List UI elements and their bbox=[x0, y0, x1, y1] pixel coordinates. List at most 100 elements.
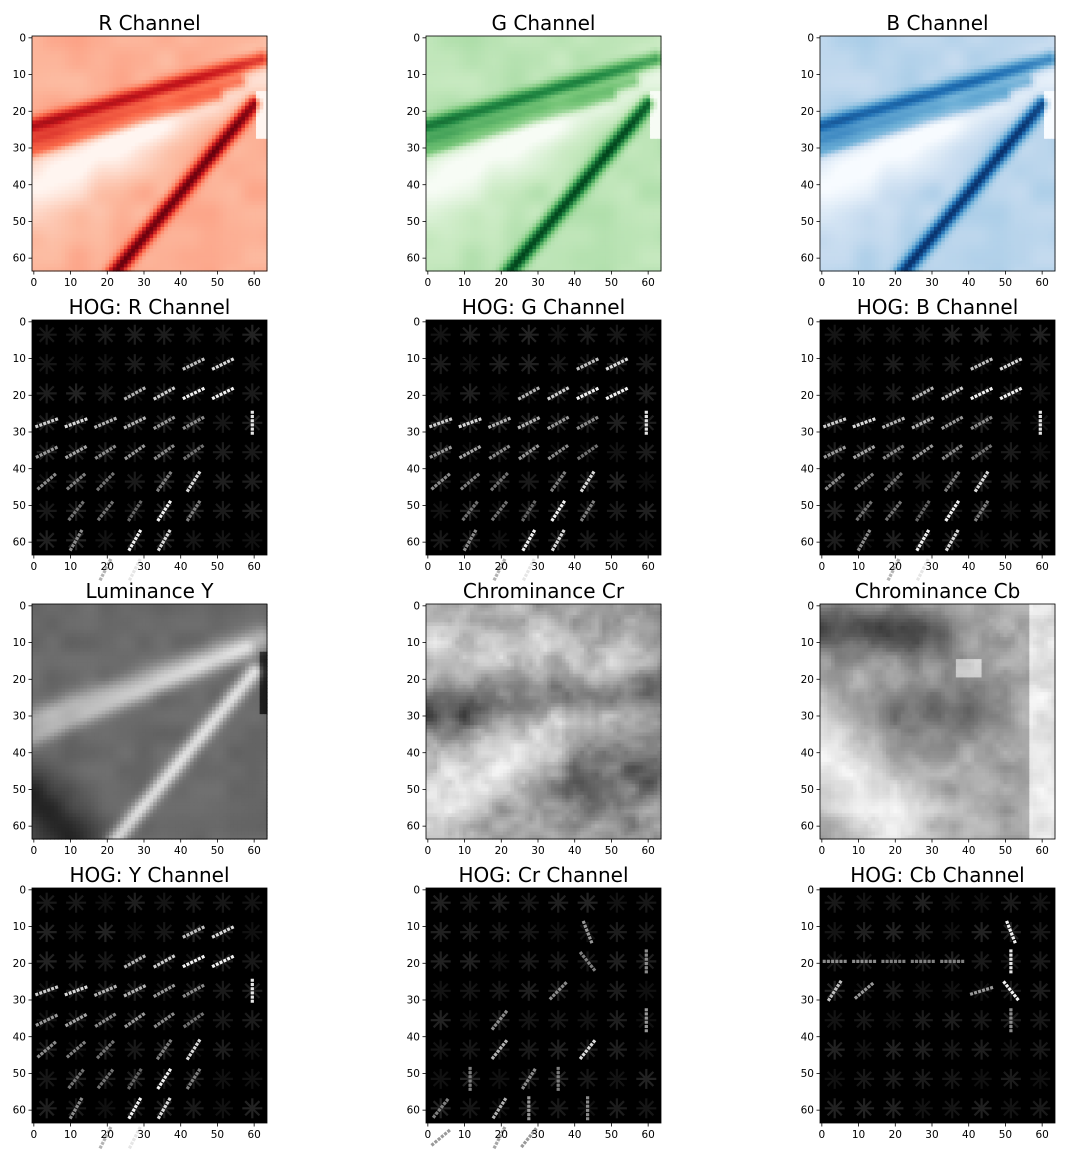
pixel bbox=[87, 245, 92, 250]
pixel bbox=[580, 54, 585, 59]
pixel bbox=[138, 186, 143, 191]
pixel bbox=[631, 50, 636, 55]
pixel bbox=[167, 267, 173, 272]
pixel bbox=[61, 204, 66, 210]
pixel bbox=[248, 98, 253, 103]
pixel bbox=[233, 50, 239, 55]
pixel bbox=[79, 208, 84, 213]
pixel bbox=[248, 215, 253, 221]
pixel bbox=[226, 256, 231, 261]
pixel bbox=[65, 105, 70, 111]
pixel bbox=[470, 47, 475, 52]
pixel bbox=[200, 164, 206, 169]
pixel bbox=[175, 234, 180, 239]
pixel bbox=[252, 146, 257, 151]
pixel bbox=[241, 171, 246, 177]
pixel bbox=[572, 58, 578, 63]
pixel bbox=[175, 204, 180, 210]
pixel bbox=[39, 226, 44, 232]
pixel bbox=[510, 43, 515, 48]
pixel bbox=[65, 259, 70, 265]
pixel bbox=[120, 171, 125, 177]
pixel bbox=[233, 197, 239, 202]
pixel bbox=[197, 65, 202, 70]
pixel bbox=[219, 124, 224, 129]
pixel bbox=[609, 54, 614, 59]
pixel bbox=[101, 43, 107, 48]
pixel bbox=[189, 256, 195, 261]
pixel bbox=[204, 160, 209, 166]
pixel bbox=[230, 175, 235, 180]
pixel bbox=[230, 259, 235, 265]
pixel bbox=[127, 80, 132, 85]
pixel bbox=[642, 72, 647, 77]
pixel bbox=[481, 83, 486, 88]
pixel bbox=[215, 47, 220, 52]
pixel bbox=[248, 256, 253, 261]
pixel bbox=[142, 131, 147, 136]
pixel bbox=[149, 201, 154, 206]
pixel bbox=[459, 61, 464, 66]
pixel bbox=[576, 36, 581, 41]
pixel bbox=[248, 47, 253, 52]
pixel bbox=[510, 76, 515, 81]
pixel bbox=[175, 208, 180, 213]
pixel bbox=[116, 76, 121, 81]
x-tick-label: 0 bbox=[30, 277, 37, 289]
pixel bbox=[197, 208, 202, 213]
pixel bbox=[83, 61, 88, 66]
pixel bbox=[112, 138, 118, 144]
pixel bbox=[197, 157, 202, 162]
pixel bbox=[503, 72, 508, 77]
pixel bbox=[138, 182, 143, 188]
pixel bbox=[219, 157, 224, 162]
pixel bbox=[230, 157, 235, 162]
pixel bbox=[204, 39, 209, 44]
pixel bbox=[219, 39, 224, 44]
pixel bbox=[138, 116, 143, 122]
pixel bbox=[98, 135, 103, 140]
pixel bbox=[94, 54, 99, 59]
pixel bbox=[32, 237, 37, 243]
pixel bbox=[248, 142, 253, 147]
pixel bbox=[222, 43, 228, 48]
pixel bbox=[635, 72, 640, 77]
pixel bbox=[565, 61, 570, 66]
pixel bbox=[204, 197, 209, 202]
pixel bbox=[241, 43, 246, 48]
pixel bbox=[222, 215, 228, 221]
pixel bbox=[189, 168, 195, 173]
pixel bbox=[222, 72, 228, 77]
pixel bbox=[112, 135, 118, 140]
pixel bbox=[32, 186, 37, 191]
pixel bbox=[57, 201, 62, 206]
pixel bbox=[61, 43, 66, 48]
pixel bbox=[138, 76, 143, 81]
pixel bbox=[226, 197, 231, 202]
pixel bbox=[248, 263, 253, 268]
pixel bbox=[492, 50, 497, 55]
pixel bbox=[255, 131, 261, 136]
pixel bbox=[484, 43, 490, 48]
pixel bbox=[244, 87, 250, 92]
pixel bbox=[193, 201, 198, 206]
pixel bbox=[528, 76, 534, 81]
pixel bbox=[233, 83, 239, 88]
pixel bbox=[448, 47, 453, 52]
pixel bbox=[87, 164, 92, 169]
pixel bbox=[219, 50, 224, 55]
pixel bbox=[189, 87, 195, 92]
pixel bbox=[79, 120, 84, 125]
pixel bbox=[233, 131, 239, 136]
pixel bbox=[255, 54, 261, 59]
pixel bbox=[178, 256, 184, 261]
pixel bbox=[255, 182, 261, 188]
pixel bbox=[605, 50, 611, 55]
pixel bbox=[127, 47, 132, 52]
pixel bbox=[123, 226, 129, 232]
pixel bbox=[219, 47, 224, 52]
pixel bbox=[624, 39, 629, 44]
pixel bbox=[134, 36, 140, 41]
pixel bbox=[237, 241, 242, 246]
pixel bbox=[237, 267, 242, 272]
